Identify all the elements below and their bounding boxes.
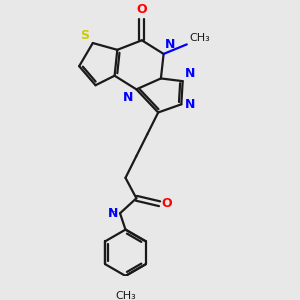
Text: S: S [80, 29, 89, 42]
Text: O: O [161, 197, 172, 210]
Text: N: N [184, 98, 195, 111]
Text: CH₃: CH₃ [189, 33, 210, 43]
Text: H: H [109, 208, 117, 218]
Text: N: N [185, 67, 195, 80]
Text: N: N [165, 38, 175, 51]
Text: N: N [123, 91, 133, 104]
Text: N: N [108, 207, 119, 220]
Text: O: O [136, 3, 147, 16]
Text: CH₃: CH₃ [115, 291, 136, 300]
